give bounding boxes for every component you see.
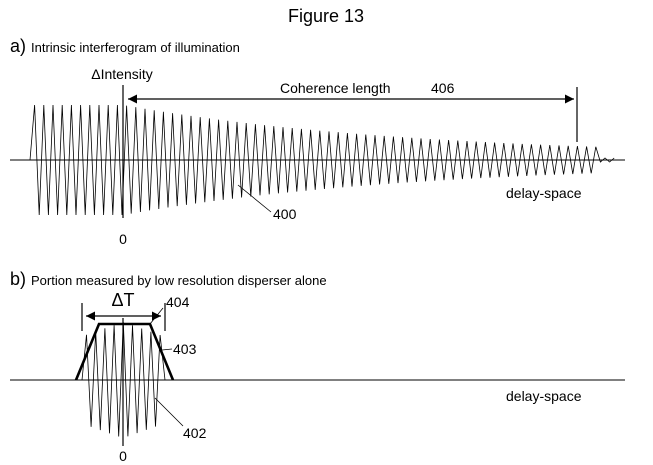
envelope-403-ref: 403 [173,341,197,357]
envelope-403-leader [161,348,173,351]
panel-a-caption: Intrinsic interferogram of illumination [31,40,240,55]
top-404-leader [149,307,164,325]
waveform-400-leader [237,184,272,213]
panel-b-zero-label: 0 [119,448,127,464]
panel-b-letter: b) [10,269,26,289]
coherence-length-label: Coherence length [280,80,391,96]
coherence-length-ref: 406 [431,80,455,96]
measured-waveform-402 [81,322,166,437]
interferogram-waveform-400 [29,104,615,216]
panel-b-caption: Portion measured by low resolution dispe… [31,273,327,288]
panel-a-zero-label: 0 [119,231,127,247]
top-404-ref: 404 [166,294,190,310]
panel-a-letter: a) [10,36,26,56]
panel-a-y-axis-label: ΔIntensity [91,66,153,82]
waveform-402-leader [154,397,184,427]
delta-t-label: ΔT [111,290,134,310]
waveform-400-ref: 400 [273,206,297,222]
waveform-402-ref: 402 [183,425,207,441]
figure-title: Figure 13 [288,6,364,26]
panel-b-x-axis-label: delay-space [506,388,582,404]
panel-a-x-axis-label: delay-space [506,185,582,201]
